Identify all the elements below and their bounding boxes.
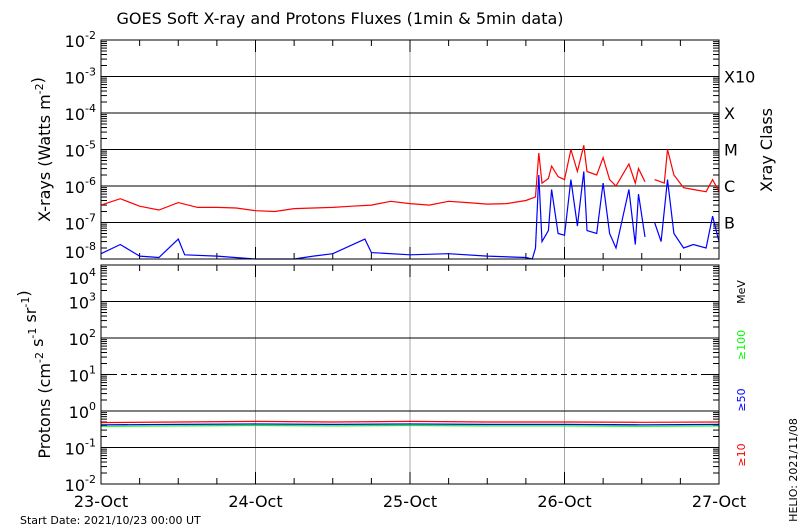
y-tick-label: 103 bbox=[69, 291, 96, 313]
x-tick-label: 23-Oct bbox=[74, 492, 128, 511]
series-line-0 bbox=[100, 420, 720, 424]
xray-class-label: X10 bbox=[724, 68, 755, 87]
xray-class-label: B bbox=[724, 214, 735, 233]
plot-frame bbox=[100, 264, 720, 485]
start-date: Start Date: 2021/10/23 00:00 UT bbox=[20, 514, 201, 527]
x-tick-label: 26-Oct bbox=[537, 492, 591, 511]
credit-label: HELIO: 2021/11/08 bbox=[787, 418, 800, 522]
series-line-1 bbox=[100, 423, 720, 426]
y-tick-label: 100 bbox=[69, 400, 96, 422]
unit-label: MeV bbox=[735, 280, 748, 304]
energy-legend-2: ≥100 bbox=[735, 330, 748, 360]
y-tick-label: 10-1 bbox=[65, 437, 96, 459]
series-line-1 bbox=[100, 171, 720, 260]
y-tick-label: 104 bbox=[69, 266, 96, 288]
series-line-2 bbox=[100, 424, 720, 427]
y-tick-label: 101 bbox=[69, 364, 96, 386]
plot-frame bbox=[100, 39, 720, 260]
y-tick-label: 10-8 bbox=[65, 240, 96, 262]
xray-class-axis-label: Xray Class bbox=[757, 108, 776, 192]
y-tick-label: 10-2 bbox=[65, 473, 96, 495]
xray-class-label: C bbox=[724, 177, 735, 196]
energy-legend-1: ≥50 bbox=[735, 388, 748, 411]
xray-class-label: M bbox=[724, 141, 738, 160]
x-tick-label: 25-Oct bbox=[383, 492, 437, 511]
y-tick-label: 102 bbox=[69, 327, 96, 349]
x-tick-label: 24-Oct bbox=[228, 492, 282, 511]
y-axis-label: X-rays (Watts m-2) bbox=[28, 77, 54, 222]
y-tick-label: 10-6 bbox=[65, 175, 96, 197]
series-line-0 bbox=[100, 145, 720, 213]
y-tick-label: 10-2 bbox=[65, 29, 96, 51]
y-tick-label: 10-7 bbox=[65, 212, 96, 234]
y-tick-label: 10-3 bbox=[65, 66, 96, 88]
chart-title: GOES Soft X-ray and Protons Fluxes (1min… bbox=[116, 9, 563, 28]
energy-legend-0: ≥10 bbox=[735, 443, 748, 466]
xray-class-label: X bbox=[724, 104, 735, 123]
y-tick-label: 10-4 bbox=[65, 102, 96, 124]
y-tick-label: 10-5 bbox=[65, 139, 96, 161]
y-axis-label: Protons (cm-2 s-1 sr-1) bbox=[14, 290, 54, 458]
x-tick-label: 27-Oct bbox=[692, 492, 746, 511]
